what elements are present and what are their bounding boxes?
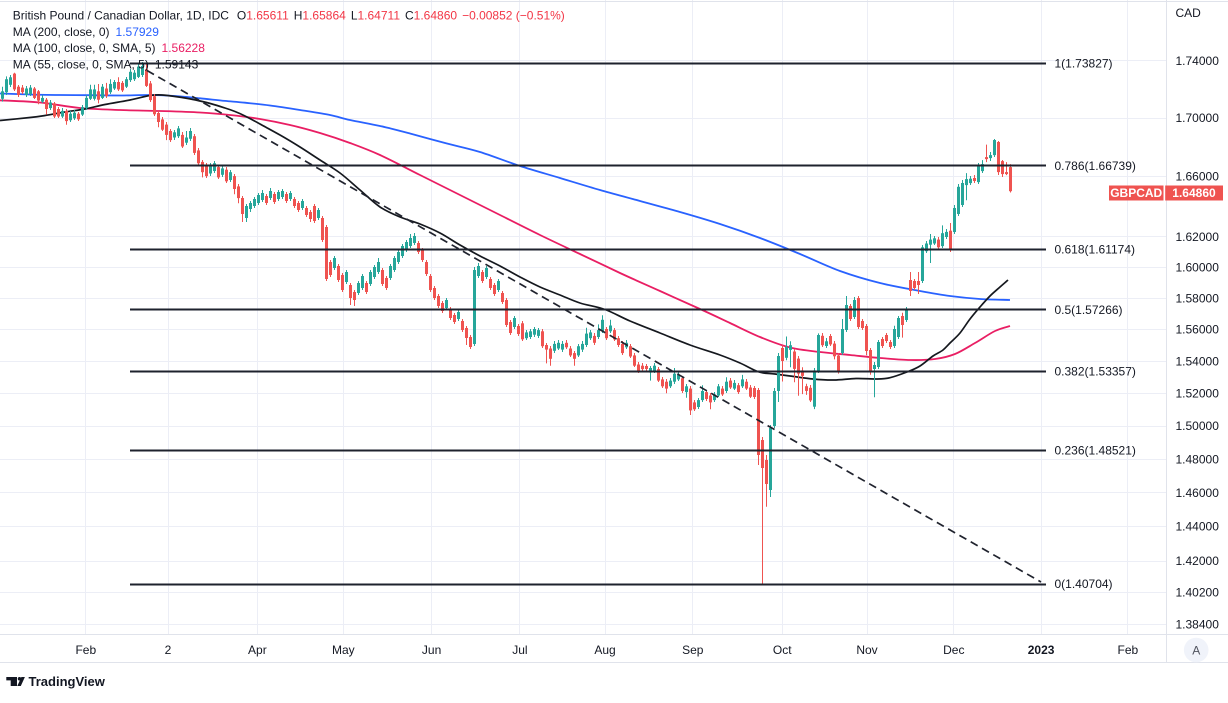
svg-text:1(1.73827): 1(1.73827) (1055, 56, 1113, 70)
svg-text:Feb: Feb (75, 643, 96, 657)
svg-text:1.42000: 1.42000 (1176, 554, 1220, 568)
svg-text:TradingView: TradingView (29, 674, 106, 689)
svg-text:2: 2 (165, 643, 172, 657)
svg-text:Feb: Feb (1118, 643, 1139, 657)
svg-text:0.5(1.57266): 0.5(1.57266) (1055, 303, 1123, 317)
svg-text:1.52000: 1.52000 (1176, 387, 1220, 401)
svg-text:1.38400: 1.38400 (1176, 617, 1220, 631)
svg-text:MA (200, close, 0)1.57929: MA (200, close, 0) 1.57929 (13, 25, 159, 39)
svg-text:Oct: Oct (773, 643, 792, 657)
svg-text:CAD: CAD (1176, 6, 1202, 20)
svg-text:Jun: Jun (422, 643, 441, 657)
svg-text:1.60000: 1.60000 (1176, 260, 1220, 274)
svg-text:1.56000: 1.56000 (1176, 323, 1220, 337)
svg-text:GBPCAD: GBPCAD (1110, 186, 1162, 200)
svg-text:Nov: Nov (856, 643, 877, 657)
svg-text:1.54000: 1.54000 (1176, 355, 1220, 369)
svg-text:Sep: Sep (682, 643, 704, 657)
svg-text:Aug: Aug (594, 643, 615, 657)
svg-text:2023: 2023 (1028, 643, 1055, 657)
svg-text:May: May (332, 643, 355, 657)
svg-text:1.74000: 1.74000 (1176, 54, 1220, 68)
svg-text:1.46000: 1.46000 (1176, 486, 1220, 500)
svg-text:1.62000: 1.62000 (1176, 230, 1220, 244)
svg-text:1.44000: 1.44000 (1176, 520, 1220, 534)
svg-text:1.48000: 1.48000 (1176, 452, 1220, 466)
svg-text:1.50000: 1.50000 (1176, 419, 1220, 433)
svg-text:1.66000: 1.66000 (1176, 170, 1220, 184)
svg-text:0(1.40704): 0(1.40704) (1055, 577, 1113, 591)
svg-text:MA (100, close, 0, SMA, 5)1.56: MA (100, close, 0, SMA, 5) 1.56228 (13, 41, 205, 55)
svg-text:0.382(1.53357): 0.382(1.53357) (1055, 365, 1136, 379)
svg-text:1.70000: 1.70000 (1176, 111, 1220, 125)
svg-text:0.618(1.61174): 0.618(1.61174) (1055, 243, 1136, 257)
svg-text:Apr: Apr (248, 643, 267, 657)
svg-text:MA (55, close, 0, SMA, 5)1.591: MA (55, close, 0, SMA, 5) 1.59143 (13, 58, 199, 72)
svg-text:A: A (1192, 644, 1200, 658)
svg-text:Jul: Jul (512, 643, 527, 657)
svg-text:0.786(1.66739): 0.786(1.66739) (1055, 159, 1136, 173)
svg-text:1.40200: 1.40200 (1176, 586, 1220, 600)
svg-text:1.58000: 1.58000 (1176, 291, 1220, 305)
svg-text:0.236(1.48521): 0.236(1.48521) (1055, 444, 1136, 458)
svg-text:Dec: Dec (943, 643, 964, 657)
svg-text:1.64860: 1.64860 (1172, 186, 1216, 200)
